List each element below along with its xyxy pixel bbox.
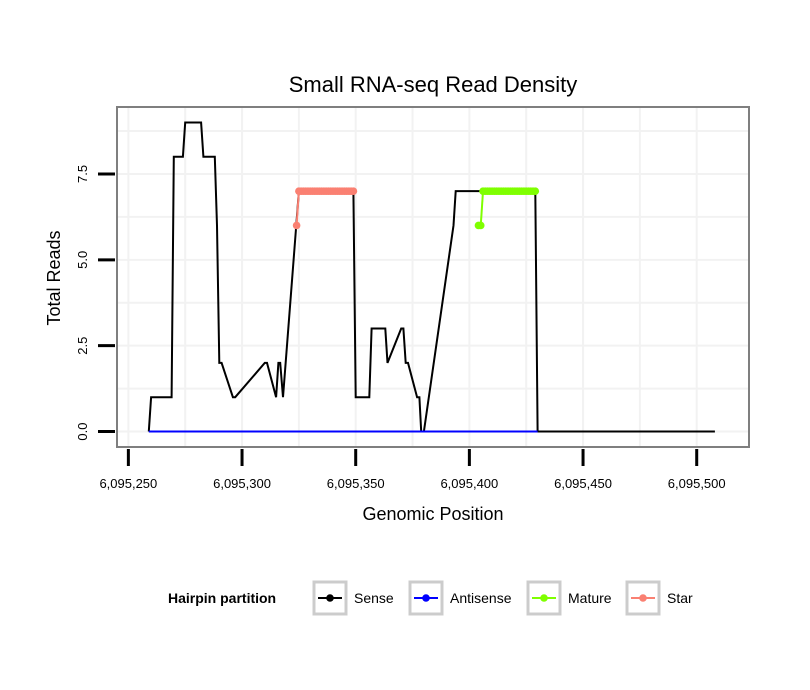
data-point-star [292,221,301,230]
chart-title: Small RNA-seq Read Density [289,72,578,97]
y-tick-label: 5.0 [75,251,90,269]
legend-item-sense: Sense [312,580,394,616]
legend-item-antisense: Antisense [408,580,512,616]
y-axis: 0.0 2.5 5.0 7.5 [75,165,115,441]
legend-title: Hairpin partition [168,590,276,606]
series-line-sense [147,121,715,433]
x-axis-title: Genomic Position [362,504,503,524]
legend-item-star: Star [625,580,693,616]
legend-label: Star [667,590,693,606]
legend-label: Mature [568,590,612,606]
data-point-star [349,187,358,195]
series-segment-mature [479,191,485,226]
legend-key-point [422,594,430,602]
plot-panel [116,106,750,448]
y-tick-label: 7.5 [75,165,90,183]
panel-border [116,106,750,448]
y-tick-label: 0.0 [75,423,90,441]
x-tick-label: 6,095,500 [668,476,726,491]
legend-label: Sense [354,590,394,606]
data-point-mature [476,221,485,230]
data-point-mature [531,187,540,195]
x-tick-label: 6,095,400 [440,476,498,491]
x-tick-label: 6,095,350 [327,476,385,491]
legend: Hairpin partition Sense Antisense Mature St… [168,580,693,616]
legend-key-point [540,594,548,602]
x-axis: 6,095,250 6,095,300 6,095,350 6,095,400 6,09… [99,449,726,491]
legend-key-point [326,594,334,602]
y-tick-label: 2.5 [75,337,90,355]
series-segment-star [295,191,300,226]
series-layer [147,121,715,433]
legend-item-mature: Mature [526,580,612,616]
y-axis-title: Total Reads [44,230,64,325]
x-tick-label: 6,095,250 [99,476,157,491]
legend-label: Antisense [450,590,512,606]
x-tick-label: 6,095,450 [554,476,612,491]
x-tick-label: 6,095,300 [213,476,271,491]
legend-key-point [639,594,647,602]
